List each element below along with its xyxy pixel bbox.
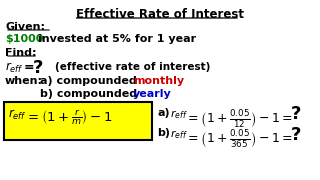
Text: ?: ? (33, 59, 44, 77)
Text: $r_{eff}$: $r_{eff}$ (8, 108, 27, 122)
Text: when:: when: (5, 76, 43, 86)
Text: a) compounded: a) compounded (40, 76, 137, 86)
Text: ?: ? (291, 126, 301, 144)
Text: $=\left(1+\frac{0.05}{365}\right)-1=$: $=\left(1+\frac{0.05}{365}\right)-1=$ (185, 128, 293, 150)
Text: $r_{eff}$: $r_{eff}$ (170, 128, 188, 141)
Text: invested at 5% for 1 year: invested at 5% for 1 year (38, 34, 196, 44)
Text: $r_{eff}$: $r_{eff}$ (170, 108, 188, 121)
Text: yearly: yearly (133, 89, 172, 99)
Text: a): a) (157, 108, 170, 118)
Text: b) compounded: b) compounded (40, 89, 137, 99)
Text: Effective Rate of Interest: Effective Rate of Interest (76, 8, 244, 21)
Text: $r_{eff}$: $r_{eff}$ (5, 61, 24, 75)
Text: ?: ? (291, 105, 301, 123)
Text: monthly: monthly (133, 76, 184, 86)
Text: =: = (24, 61, 35, 74)
Text: Given:: Given: (5, 22, 45, 32)
Text: $=\left(1+\frac{0.05}{12}\right)-1=$: $=\left(1+\frac{0.05}{12}\right)-1=$ (185, 108, 293, 130)
Text: (effective rate of interest): (effective rate of interest) (55, 62, 210, 72)
FancyBboxPatch shape (4, 102, 152, 140)
Text: Find:: Find: (5, 48, 36, 58)
Text: b): b) (157, 128, 170, 138)
Text: $1000: $1000 (5, 34, 44, 44)
Text: $= \left(1+\frac{r}{m}\right)-1$: $= \left(1+\frac{r}{m}\right)-1$ (25, 108, 113, 127)
